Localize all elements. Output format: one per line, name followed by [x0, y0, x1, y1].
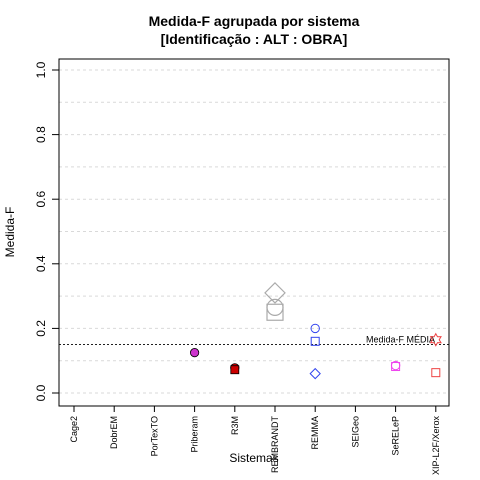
- x-tick-label: PorTexTO: [149, 416, 159, 456]
- x-axis: Cage2 DobrEM PorTexTO Priberam R3M REMBRANDT R…: [69, 405, 441, 476]
- y-tick-label: 0.8: [34, 126, 48, 143]
- plot-area-frame: [58, 58, 450, 407]
- x-tick-label: Cage2: [69, 416, 79, 443]
- x-tick-label: REMBRANDT: [270, 416, 280, 474]
- point-square-filled: [230, 365, 240, 375]
- grid: [59, 69, 449, 394]
- x-tick-label: SEIGeo: [350, 416, 360, 448]
- point-square: [310, 336, 320, 346]
- y-axis: 0.0 0.2 0.4 0.6 0.8 1.0: [34, 61, 60, 401]
- x-axis-label: Sistemas: [229, 451, 278, 465]
- point-square: [391, 362, 401, 372]
- x-tick-label: SeRELeP: [391, 416, 401, 456]
- y-axis-label: Medida-F: [3, 207, 17, 258]
- chart-subtitle: [Identificação : ALT : OBRA]: [161, 31, 348, 47]
- point-square-large: [266, 303, 284, 321]
- point-circle-large: [266, 298, 284, 317]
- y-tick-label: 0.2: [34, 320, 48, 337]
- point-diamond: [309, 367, 321, 380]
- x-tick-label: XIP-L2F/Xerox: [431, 416, 441, 476]
- reference-line-group: Medida-F MÉDIA: [59, 335, 449, 345]
- point-star: [429, 332, 442, 347]
- x-tick-label: DobrEM: [109, 416, 119, 449]
- y-tick-label: 0.4: [34, 255, 48, 272]
- point-diamond-large: [264, 282, 286, 304]
- data-points: [190, 282, 442, 380]
- point-circle: [310, 323, 320, 334]
- chart-title: Medida-F agrupada por sistema: [149, 13, 360, 29]
- x-tick-label: R3M: [230, 416, 240, 435]
- point-square: [431, 368, 441, 378]
- x-tick-label: Priberam: [190, 416, 200, 453]
- point-circle-filled: [190, 348, 200, 358]
- y-tick-label: 0.6: [34, 191, 48, 208]
- y-tick-label: 0.0: [34, 384, 48, 401]
- x-tick-label: REMMA: [310, 416, 320, 450]
- reference-line-label: Medida-F MÉDIA: [366, 335, 435, 345]
- y-tick-label: 1.0: [34, 61, 48, 78]
